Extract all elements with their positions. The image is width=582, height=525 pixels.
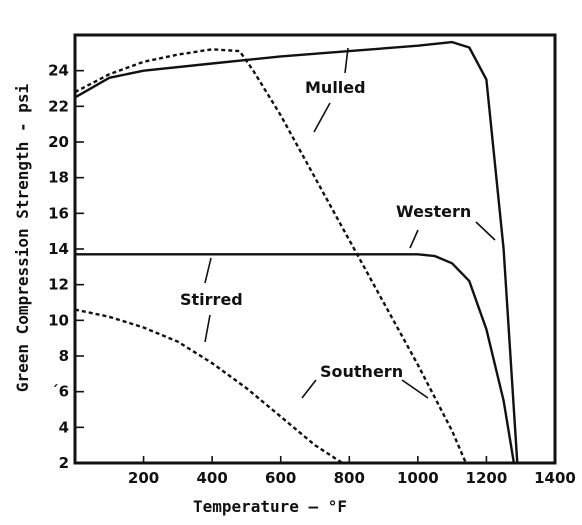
y-tick-label: 14 bbox=[48, 240, 69, 258]
x-tick-label: 200 bbox=[128, 469, 159, 487]
y-tick-label: 8 bbox=[59, 347, 69, 365]
series-label-stirred: Stirred bbox=[180, 290, 243, 309]
leader-mulled bbox=[344, 47, 349, 74]
label-mulled: Mulled bbox=[305, 47, 366, 133]
label-southern: Southern bbox=[301, 362, 429, 399]
y-tick-label: 16 bbox=[48, 204, 69, 222]
y-tick-label: ´6 bbox=[51, 383, 69, 401]
label-western: Western bbox=[396, 202, 496, 249]
plot-frame bbox=[73, 33, 557, 465]
leader-stirred bbox=[204, 257, 212, 284]
leader-southern-right bbox=[401, 379, 429, 399]
x-tick-label: 400 bbox=[196, 469, 227, 487]
x-axis-ticks: 200 400 600 800 1000 1200 1400 bbox=[128, 456, 576, 487]
series-line-southern bbox=[74, 308, 344, 465]
label-stirred: Stirred bbox=[180, 257, 243, 343]
x-tick-label: 1200 bbox=[466, 469, 508, 487]
x-axis-title: Temperature — °F bbox=[193, 497, 347, 516]
leader-western bbox=[475, 221, 496, 241]
series-lines bbox=[74, 40, 519, 465]
series-label-southern: Southern bbox=[320, 362, 403, 381]
series-line-mulled bbox=[74, 48, 468, 464]
y-tick-label: 2 bbox=[59, 454, 69, 472]
series-line-stirred bbox=[75, 253, 516, 464]
y-axis-title: Green Compression Strength - psi bbox=[13, 84, 32, 393]
x-tick-label: 600 bbox=[265, 469, 296, 487]
x-tick-label: 800 bbox=[334, 469, 365, 487]
series-label-western: Western bbox=[396, 202, 471, 221]
series-line-western bbox=[74, 40, 519, 464]
leader-mulled-lower bbox=[313, 102, 331, 133]
y-tick-label: 12 bbox=[48, 276, 69, 294]
y-tick-label: 4 bbox=[59, 418, 69, 436]
x-tick-label: 1000 bbox=[397, 469, 439, 487]
leader-stirred-lower bbox=[204, 314, 211, 343]
leader-western-lower bbox=[409, 229, 419, 249]
series-label-mulled: Mulled bbox=[305, 78, 366, 97]
y-tick-label: 24 bbox=[48, 62, 69, 80]
leader-southern bbox=[301, 379, 317, 399]
x-tick-label: 1400 bbox=[534, 469, 576, 487]
y-tick-label: 22 bbox=[48, 97, 69, 115]
y-tick-label: 20 bbox=[48, 133, 69, 151]
y-tick-label: 18 bbox=[48, 169, 69, 187]
y-tick-label: 10 bbox=[48, 311, 69, 329]
